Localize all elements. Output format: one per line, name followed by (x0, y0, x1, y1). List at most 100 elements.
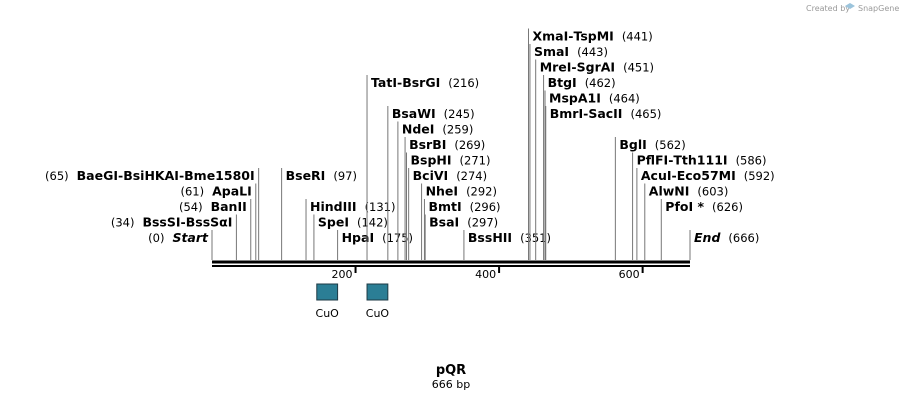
site-bsshii: BssHII (351) (463, 230, 551, 260)
site-enzyme-name: BsrBI (409, 137, 446, 152)
feature-cuo-box (316, 283, 339, 301)
site-enzyme-name: BssSαI (186, 215, 233, 230)
site-enzyme-name: AcuI (641, 168, 672, 183)
site-enzyme-name: BmtI (428, 199, 461, 214)
site-name-separator: - (181, 215, 186, 230)
site-enzyme-name: Eco57MI (677, 168, 736, 183)
site-enzyme-name: MspA1I (549, 91, 601, 106)
site-enzyme-name: BseRI (286, 168, 326, 183)
site-name-separator: - (118, 168, 123, 183)
site-position: (0) (148, 231, 164, 245)
feature-layer: CuO CuO (316, 283, 389, 320)
site-enzyme-name: HpaI (342, 230, 375, 245)
site-enzyme-name: BsiHKAI (123, 168, 179, 183)
site-enzyme-name: BsaI (429, 215, 459, 230)
credit-text: Created by (806, 4, 850, 13)
site-position: (269) (454, 138, 485, 152)
site-position: (451) (623, 61, 654, 75)
plasmid-name: pQR (436, 363, 466, 378)
site-enzyme-name: SacII (588, 106, 622, 121)
site-enzyme-name: BanII (211, 199, 247, 214)
site-position: (131) (365, 200, 396, 214)
site-bsrbi: BsrBI (269) (404, 137, 485, 260)
site-position: (464) (609, 92, 640, 106)
site-position: (97) (333, 169, 357, 183)
site-tati: TatI - BsrGI (216) (366, 75, 479, 260)
site-position: (54) (179, 200, 203, 214)
site-pflfi: PflFI - Tth111I (586) (632, 152, 767, 260)
site-xmai: XmaI - TspMI (441) (528, 28, 653, 260)
site-position: (626) (712, 200, 743, 214)
site-position: (292) (466, 185, 497, 199)
site-name-separator: - (583, 106, 588, 121)
site-position: (259) (442, 123, 473, 137)
site-enzyme-name: BsrGI (402, 75, 440, 90)
site-bsphi: BspHI (271) (406, 152, 490, 260)
site-mrei: MreI - SgrAI (451) (535, 59, 654, 260)
site-position: (562) (655, 138, 686, 152)
site-position: (216) (448, 76, 479, 90)
site-enzyme-name: BtgI (548, 75, 577, 90)
site-enzyme-name: HindIII (310, 199, 357, 214)
feature-cuo-box (366, 283, 389, 301)
ruler-tick-label: 600 (619, 268, 640, 281)
site-enzyme-name: ApaLI (212, 184, 252, 199)
site-enzyme-name: Tth111I (673, 153, 727, 168)
site-position: (65) (45, 169, 69, 183)
site-enzyme-name: Bme1580I (184, 168, 254, 183)
site-enzyme-name: BsaWI (392, 106, 436, 121)
site-position: (465) (630, 107, 661, 121)
site-enzyme-name: XmaI (533, 29, 569, 44)
site-name-separator: - (672, 168, 677, 183)
site-enzyme-name: PflFI (637, 153, 669, 168)
site-position: (61) (180, 185, 204, 199)
site-smai: SmaI (443) (529, 44, 608, 260)
site-name-separator: - (568, 29, 573, 44)
site-enzyme-name: Start (172, 230, 209, 245)
ruler-tick-label: 400 (475, 268, 496, 281)
site-position: (142) (357, 216, 388, 230)
site-bsai: BsaI (297) (424, 214, 498, 260)
site-bmri: BmrI - SacII (465) (545, 106, 661, 260)
site-baegi: (65) BaeGI - BsiHKAI - Bme1580I (45, 168, 260, 260)
site-position: (297) (467, 216, 498, 230)
site-position: (592) (744, 169, 775, 183)
site-enzyme-name: BssSI (142, 215, 180, 230)
site-label-layer: (0) Start (34) BssSI - BssSαI(54) BanII (61) A… (45, 28, 775, 260)
site-name-separator: - (668, 153, 673, 168)
site-bsssi: (34) BssSI - BssSαI (111, 214, 237, 260)
site-position: (666) (728, 231, 759, 245)
site-bcivi: BciVI (274) (408, 168, 487, 260)
site-enzyme-name: BmrI (550, 106, 583, 121)
site-enzyme-name: AlwNI (649, 184, 690, 199)
site-enzyme-name: BglI (619, 137, 646, 152)
site-name-separator: - (179, 168, 184, 183)
site-position: (586) (736, 154, 767, 168)
site-enzyme-name: PfoI * (665, 199, 704, 214)
site-bsawi: BsaWI (245) (387, 106, 475, 260)
site-bseri: BseRI (97) (281, 168, 357, 260)
site-position: (443) (577, 45, 608, 59)
site-enzyme-name: SpeI (318, 215, 349, 230)
site-start: (0) Start (148, 230, 213, 260)
snapgene-logo-icon (845, 3, 855, 9)
site-apali: (61) ApaLI (180, 183, 257, 260)
site-enzyme-name: NheI (426, 184, 459, 199)
site-enzyme-name: End (694, 230, 721, 245)
site-name-separator: - (571, 60, 576, 75)
site-enzyme-name: SmaI (534, 44, 569, 59)
site-enzyme-name: BspHI (411, 153, 452, 168)
feature-label: CuO (316, 307, 340, 320)
site-nhei: NheI (292) (421, 183, 497, 260)
ruler-tick-label: 200 (332, 268, 353, 281)
site-end: End (666) (689, 230, 759, 260)
site-ndei: NdeI (259) (397, 121, 473, 260)
site-position: (462) (585, 76, 616, 90)
ruler-ticks: 200 400 600 (332, 266, 644, 281)
site-btgi: BtgI (462) (543, 75, 616, 260)
site-enzyme-name: MreI (540, 60, 572, 75)
site-name-separator: - (397, 75, 402, 90)
site-mspa1i: MspA1I (464) (544, 90, 640, 260)
site-enzyme-name: TspMI (573, 29, 613, 44)
